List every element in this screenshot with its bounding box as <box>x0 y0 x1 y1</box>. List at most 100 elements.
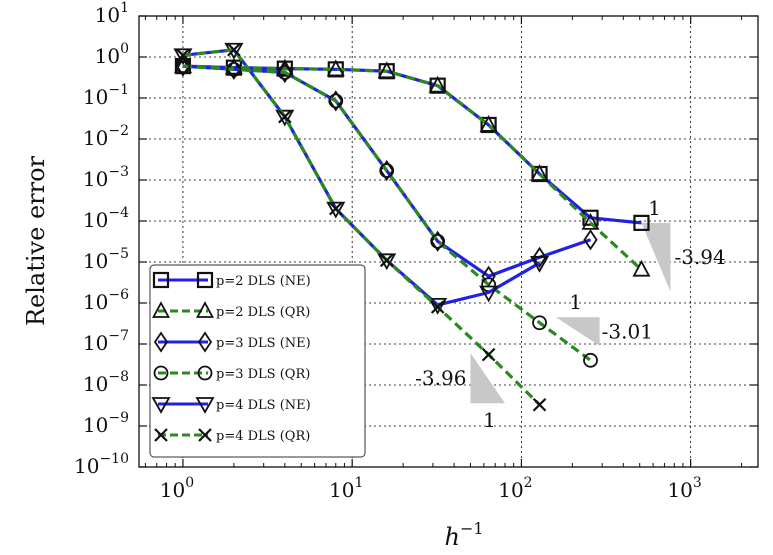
x-tick-base-1: 10 <box>329 478 354 502</box>
y-tick-label-2: 10−1 <box>83 82 129 109</box>
slope-run-label-0: 1 <box>648 196 661 220</box>
legend-label-2: p=3 DLS (NE) <box>216 336 311 351</box>
legend-marker-right-0 <box>196 271 214 289</box>
y-tick-base-8: 10 <box>83 331 108 355</box>
y-tick-base-10: 10 <box>83 413 108 437</box>
slope-triangle-2 <box>470 353 506 404</box>
series-5-point-3 <box>328 201 343 216</box>
y-tick-base-0: 10 <box>95 3 120 27</box>
y-tick-base-3: 10 <box>83 126 108 150</box>
y-tick-label-9: 10−8 <box>83 369 129 396</box>
x-tick-labels: 100 101 102 103 <box>160 475 702 502</box>
legend-label-0: p=2 DLS (NE) <box>216 274 311 289</box>
legend-label-5: p=4 DLS (QR) <box>216 429 310 444</box>
x-axis-label-exponent: −1 <box>460 519 484 538</box>
series-4-point-7 <box>530 256 550 273</box>
legend-marker-right-4 <box>195 397 215 414</box>
series-3-point-1 <box>226 61 242 77</box>
series-5-point-0 <box>176 48 190 63</box>
y-tick-label-0: 101 <box>95 0 129 27</box>
slope-value-label-2: -3.96 <box>415 366 466 390</box>
y-tick-exp-9: −8 <box>108 369 129 385</box>
legend-marker-right-3 <box>197 365 213 381</box>
slope-triangles: 1 -3.94 1 -3.01 1 -3.96 <box>415 196 726 432</box>
series-1-point-7 <box>530 164 549 181</box>
series-5 <box>176 43 547 412</box>
series-line-3 <box>182 64 592 362</box>
series-3-point-0 <box>175 58 191 74</box>
legend-marker-left-1 <box>151 301 171 318</box>
y-tick-base-7: 10 <box>83 290 108 314</box>
series-5-point-1 <box>227 43 241 57</box>
series-1-point-6 <box>479 115 498 132</box>
x-tick-label-1: 101 <box>329 475 363 502</box>
y-tick-exp-10: −9 <box>108 410 129 426</box>
y-tick-base-4: 10 <box>83 167 108 191</box>
series-4-point-6 <box>479 285 499 303</box>
y-tick-label-1: 100 <box>95 41 129 68</box>
series-3-point-4 <box>379 163 395 178</box>
slope-value-label-0: -3.94 <box>674 245 725 269</box>
x-tick-exp-2: 2 <box>524 475 533 491</box>
series-2-point-7 <box>532 246 547 268</box>
series-1-point-9 <box>632 259 651 277</box>
y-tick-exp-8: −7 <box>108 328 129 344</box>
legend-label-1: p=2 DLS (QR) <box>216 305 310 320</box>
y-tick-exp-7: −6 <box>108 287 129 303</box>
slope-run-label-2: 1 <box>483 408 496 432</box>
x-tick-label-2: 102 <box>498 475 532 502</box>
y-tick-labels: 10110010−110−210−310−410−510−610−710−810… <box>74 0 129 478</box>
series-4-point-4 <box>377 253 397 271</box>
y-tick-label-11: 10−10 <box>74 451 129 478</box>
y-tick-base-5: 10 <box>83 208 108 232</box>
series-4-point-5 <box>428 297 448 315</box>
y-tick-exp-4: −3 <box>108 164 129 180</box>
series-line-4 <box>182 48 541 307</box>
x-axis-label-base: h <box>444 523 459 551</box>
y-axis-label: Relative error <box>22 155 50 326</box>
y-tick-exp-11: −10 <box>99 451 129 467</box>
y-tick-label-8: 10−7 <box>83 328 129 355</box>
y-tick-base-1: 10 <box>95 44 120 68</box>
minor-ticks <box>139 15 758 468</box>
series-3-point-7 <box>532 315 547 331</box>
series-4-point-3 <box>326 201 346 219</box>
x-tick-exp-0: 0 <box>185 475 194 491</box>
y-tick-label-7: 10−6 <box>83 287 129 314</box>
series-3-point-3 <box>328 93 344 109</box>
y-tick-exp-6: −5 <box>108 246 129 262</box>
legend-marker-right-2 <box>197 331 213 353</box>
y-tick-label-3: 10−2 <box>83 123 129 150</box>
x-tick-label-0: 100 <box>160 475 194 502</box>
y-tick-base-9: 10 <box>83 372 108 396</box>
y-tick-exp-1: 0 <box>120 41 129 57</box>
x-axis-label: h−1 <box>444 519 483 551</box>
series-1-point-5 <box>428 75 447 93</box>
series-5-point-2 <box>278 109 292 124</box>
slope-value-label-1: -3.01 <box>602 320 653 344</box>
y-tick-exp-3: −2 <box>108 123 129 139</box>
series-5-point-6 <box>481 347 496 362</box>
series-1 <box>173 56 651 277</box>
series-5-point-4 <box>379 253 394 268</box>
series-0-point-9 <box>633 214 650 231</box>
series-3-point-5 <box>430 233 446 249</box>
y-tick-base-2: 10 <box>83 85 108 109</box>
x-tick-exp-1: 1 <box>354 475 363 491</box>
x-tick-base-3: 10 <box>667 478 692 502</box>
legend-label-4: p=4 DLS (NE) <box>216 398 311 413</box>
series-2-point-6 <box>481 265 496 287</box>
series-3-point-2 <box>277 65 293 80</box>
legend-marker-left-4 <box>151 397 171 414</box>
legend-marker-left-3 <box>153 365 169 381</box>
legend-marker-left-2 <box>153 331 169 353</box>
series-3 <box>175 58 598 368</box>
series-group <box>173 42 651 412</box>
x-tick-label-3: 103 <box>667 475 701 502</box>
series-2-point-2 <box>277 61 292 84</box>
series-5-point-7 <box>532 397 547 412</box>
x-tick-exp-3: 3 <box>693 475 702 491</box>
series-2-point-8 <box>583 229 598 251</box>
legend-marker-left-0 <box>152 271 170 289</box>
legend: p=2 DLS (NE) p=2 DLS (QR) p=3 DLS (NE) p=3 … <box>149 264 366 458</box>
